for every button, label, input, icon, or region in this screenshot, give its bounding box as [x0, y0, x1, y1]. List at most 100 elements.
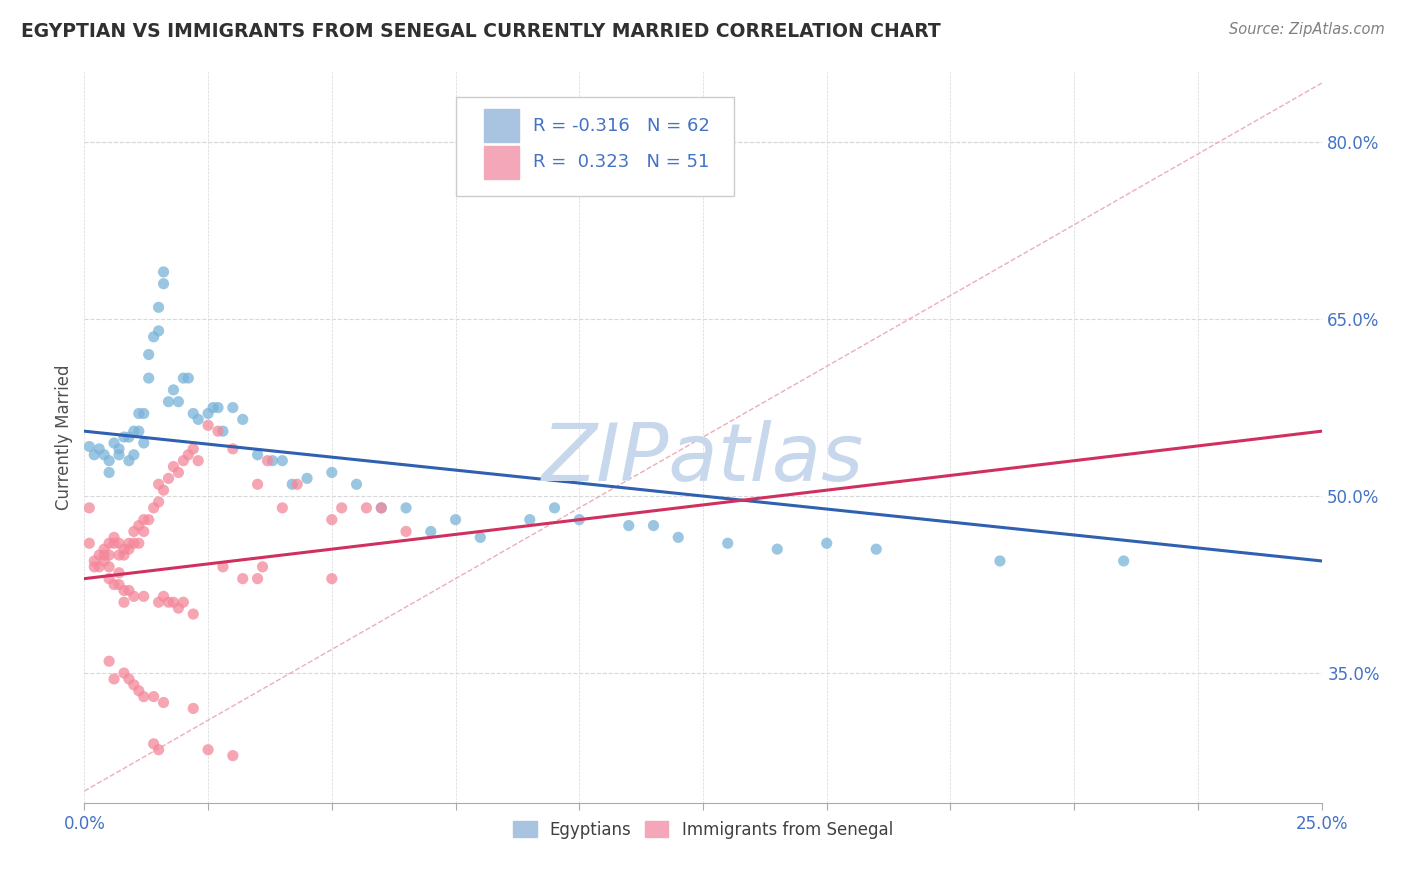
Text: EGYPTIAN VS IMMIGRANTS FROM SENEGAL CURRENTLY MARRIED CORRELATION CHART: EGYPTIAN VS IMMIGRANTS FROM SENEGAL CURR…: [21, 22, 941, 41]
Point: [717, 536, 740, 550]
Point: [118, 453, 141, 467]
Point: [118, 542, 141, 557]
Point: [79, 440, 101, 454]
Point: [212, 424, 235, 438]
Point: [162, 459, 184, 474]
FancyBboxPatch shape: [484, 110, 519, 143]
Point: [108, 566, 131, 580]
Point: [177, 371, 200, 385]
Point: [132, 524, 155, 539]
Point: [148, 477, 170, 491]
Point: [256, 453, 278, 467]
Point: [148, 742, 170, 756]
Point: [330, 500, 353, 515]
Point: [157, 471, 180, 485]
Point: [666, 530, 689, 544]
Point: [138, 513, 160, 527]
Point: [83, 554, 105, 568]
Point: [152, 265, 174, 279]
Point: [103, 436, 125, 450]
Point: [295, 471, 318, 485]
Point: [167, 601, 190, 615]
Point: [167, 466, 190, 480]
Point: [122, 590, 145, 604]
Point: [419, 524, 441, 539]
Text: R =  0.323   N = 51: R = 0.323 N = 51: [533, 153, 710, 171]
Point: [207, 424, 229, 438]
Point: [93, 448, 115, 462]
Point: [470, 530, 492, 544]
Point: [108, 442, 131, 456]
Point: [132, 690, 155, 704]
Point: [122, 424, 145, 438]
Point: [89, 548, 111, 562]
Point: [181, 442, 204, 456]
Point: [128, 424, 150, 438]
Point: [444, 513, 467, 527]
Point: [148, 595, 170, 609]
Point: [262, 453, 284, 467]
Point: [222, 401, 245, 415]
Point: [187, 453, 209, 467]
Point: [98, 654, 121, 668]
Point: [118, 672, 141, 686]
Point: [132, 436, 155, 450]
Point: [157, 394, 180, 409]
Point: [356, 500, 378, 515]
Point: [89, 442, 111, 456]
Text: R = -0.316   N = 62: R = -0.316 N = 62: [533, 117, 710, 135]
Point: [232, 412, 254, 426]
Point: [132, 407, 155, 421]
Point: [122, 536, 145, 550]
Point: [152, 277, 174, 291]
Point: [148, 495, 170, 509]
Point: [246, 477, 269, 491]
Point: [346, 477, 368, 491]
Legend: Egyptians, Immigrants from Senegal: Egyptians, Immigrants from Senegal: [506, 814, 900, 846]
Point: [988, 554, 1011, 568]
Point: [112, 430, 135, 444]
Point: [93, 554, 115, 568]
Point: [187, 412, 209, 426]
Point: [617, 518, 640, 533]
Point: [162, 383, 184, 397]
Point: [177, 448, 200, 462]
Point: [118, 536, 141, 550]
Point: [98, 559, 121, 574]
Point: [643, 518, 665, 533]
Point: [321, 466, 343, 480]
Point: [271, 500, 294, 515]
FancyBboxPatch shape: [484, 146, 519, 179]
Point: [122, 678, 145, 692]
Point: [138, 371, 160, 385]
Point: [197, 742, 219, 756]
Point: [132, 590, 155, 604]
Point: [83, 559, 105, 574]
Point: [152, 483, 174, 498]
Point: [543, 500, 565, 515]
Point: [118, 430, 141, 444]
Point: [152, 590, 174, 604]
Point: [89, 559, 111, 574]
Point: [181, 607, 204, 621]
Y-axis label: Currently Married: Currently Married: [55, 364, 73, 510]
Point: [138, 347, 160, 361]
Point: [162, 595, 184, 609]
Point: [181, 701, 204, 715]
Point: [370, 500, 392, 515]
Point: [98, 548, 121, 562]
Point: [197, 418, 219, 433]
Point: [142, 500, 165, 515]
Point: [98, 466, 121, 480]
Point: [271, 453, 294, 467]
Point: [108, 548, 131, 562]
Point: [167, 394, 190, 409]
Point: [108, 577, 131, 591]
Point: [112, 548, 135, 562]
Point: [112, 583, 135, 598]
Point: [93, 542, 115, 557]
Point: [321, 513, 343, 527]
Text: Source: ZipAtlas.com: Source: ZipAtlas.com: [1229, 22, 1385, 37]
Point: [172, 453, 194, 467]
Point: [142, 737, 165, 751]
